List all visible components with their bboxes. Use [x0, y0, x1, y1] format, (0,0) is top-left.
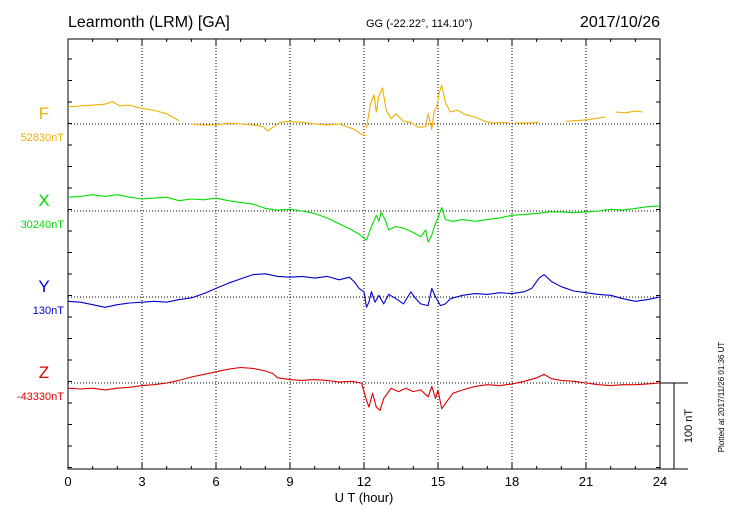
component-y-label: Y: [38, 277, 49, 296]
x-axis-title: U T (hour): [335, 490, 394, 505]
plot-frame: [67, 38, 661, 470]
plotted-at-label: Plotted at 2017/11/26 01:36 UT: [717, 342, 726, 453]
x-tick-label: 0: [64, 474, 71, 489]
x-tick-label: 9: [286, 474, 293, 489]
station-title: Learmonth (LRM) [GA]: [68, 14, 230, 31]
series-z-line: [67, 366, 661, 412]
component-z-label: Z: [39, 363, 49, 382]
series-y-line: [67, 273, 661, 308]
x-tick-label: 6: [212, 474, 219, 489]
component-x-label: X: [38, 191, 49, 210]
x-tick-label: 24: [653, 474, 667, 489]
date-label: 2017/10/26: [580, 14, 660, 31]
scale-bar-label: 100 nT: [683, 409, 695, 444]
scale-bar: 100 nT: [660, 382, 695, 470]
x-tick-label: 12: [357, 474, 371, 489]
series-f-line: [67, 84, 643, 137]
component-z-baseline: -43330nT: [17, 391, 64, 403]
x-tick-label: 3: [138, 474, 145, 489]
series-layer: [67, 84, 661, 412]
x-axis-ticks: 0 3 6 9 12 15 18 21 24: [64, 39, 667, 489]
component-labels: F 52830nT X 30240nT Y 130nT Z -43330nT: [17, 104, 64, 403]
x-tick-label: 18: [505, 474, 519, 489]
coordinates-label: GG (-22.22°, 114.10°): [366, 18, 472, 30]
component-x-baseline: 30240nT: [21, 219, 65, 231]
component-f-label: F: [39, 104, 49, 123]
x-tick-label: 21: [579, 474, 593, 489]
grid-lines: [68, 39, 660, 469]
component-f-baseline: 52830nT: [21, 132, 65, 144]
component-y-baseline: 130nT: [33, 305, 64, 317]
series-x-line: [67, 194, 661, 243]
x-tick-label: 15: [431, 474, 445, 489]
